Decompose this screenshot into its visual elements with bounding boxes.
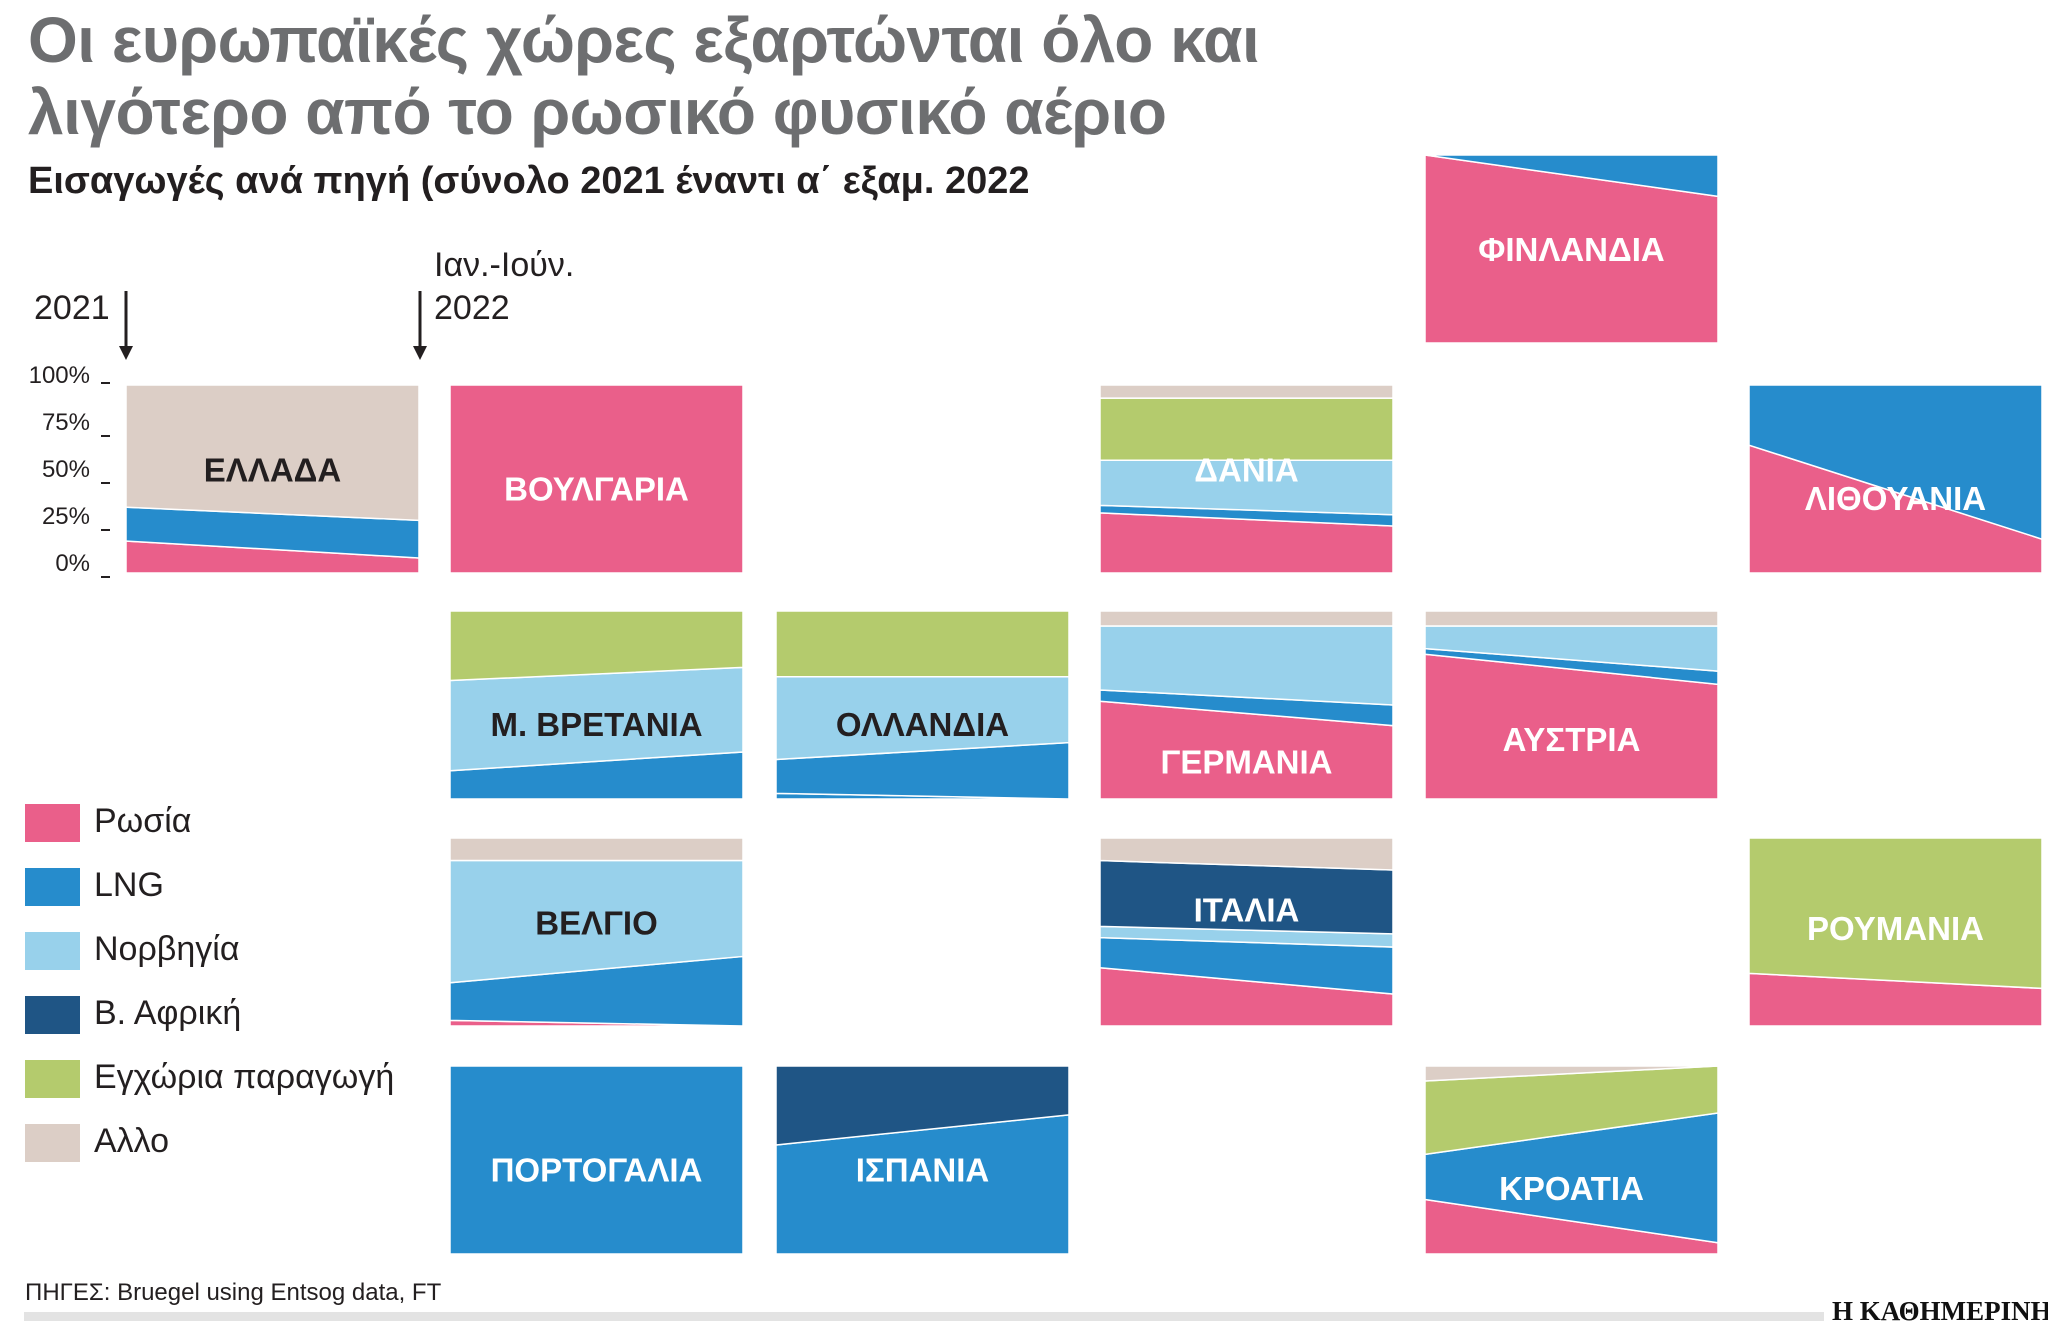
area-band-other xyxy=(1099,837,1394,871)
country-panel: ΦΙΝΛΑΝΔΙΑ xyxy=(1424,154,1719,344)
legend-swatch-russia xyxy=(25,804,80,842)
country-panel: ΛΙΘΟΥΑΝΙΑ xyxy=(1748,384,2043,574)
country-label: ΑΥΣΤΡΙΑ xyxy=(1503,721,1641,758)
area-band-other xyxy=(1424,1065,1719,1082)
country-panel: ΕΛΛΑΔΑ xyxy=(125,384,420,574)
title-line-2: λιγότερο από το ρωσικό φυσικό αέριο xyxy=(28,76,1167,148)
chart-subtitle: Εισαγωγές ανά πηγή (σύνολο 2021 έναντι α… xyxy=(28,160,1030,202)
country-label: ΙΤΑΛΙΑ xyxy=(1194,891,1300,928)
country-label: ΚΡΟΑΤΙΑ xyxy=(1499,1170,1644,1207)
country-panel: ΒΕΛΓΙΟ xyxy=(449,837,744,1027)
country-panel: ΑΥΣΤΡΙΑ xyxy=(1424,610,1719,800)
legend-label-russia: Ρωσία xyxy=(94,802,192,840)
area-band-domestic xyxy=(1748,837,2043,990)
chart-title: Οι ευρωπαϊκές χώρες εξαρτώνται όλο και λ… xyxy=(28,4,1260,148)
area-band-other xyxy=(1099,610,1394,627)
country-label: ΠΟΡΤΟΓΑΛΙΑ xyxy=(491,1151,703,1188)
y-tick-label: 25% xyxy=(41,503,90,530)
y-tick-label: 50% xyxy=(41,456,90,483)
country-panel: ΚΡΟΑΤΙΑ xyxy=(1424,1065,1719,1255)
country-panel: ΙΤΑΛΙΑ xyxy=(1099,837,1394,1027)
area-band-lng xyxy=(449,1065,744,1255)
legend-label-lng: LNG xyxy=(94,866,164,904)
area-band-domestic xyxy=(775,610,1070,678)
period-end-label-line2: 2022 xyxy=(434,289,510,327)
legend-swatch-lng xyxy=(25,868,80,906)
country-label: ΡΟΥΜΑΝΙΑ xyxy=(1807,910,1984,947)
country-label: ΙΣΠΑΝΙΑ xyxy=(856,1151,989,1188)
country-label: ΒΟΥΛΓΑΡΙΑ xyxy=(504,470,689,507)
country-label: ΛΙΘΟΥΑΝΙΑ xyxy=(1805,480,1986,517)
publisher-logo: Η ΚΑΘΗΜΕΡΙΝΗ xyxy=(1832,1296,2048,1326)
area-band-lng xyxy=(1748,384,2043,541)
country-panel: ΒΟΥΛΓΑΡΙΑ xyxy=(449,384,744,574)
legend-label-norway: Νορβηγία xyxy=(94,930,240,968)
country-label: ΔΑΝΙΑ xyxy=(1194,452,1298,489)
country-panel: ΠΟΡΤΟΓΑΛΙΑ xyxy=(449,1065,744,1255)
legend-label-nafrica: Β. Αφρική xyxy=(94,994,242,1032)
country-panel: Μ. ΒΡΕΤΑΝΙΑ xyxy=(449,610,744,800)
y-tick-label: 100% xyxy=(28,362,90,389)
area-band-other xyxy=(1099,384,1394,399)
area-band-other xyxy=(1424,610,1719,627)
legend-swatch-norway xyxy=(25,932,80,970)
country-panel: ΡΟΥΜΑΝΙΑ xyxy=(1748,837,2043,1027)
country-label: ΒΕΛΓΙΟ xyxy=(535,905,658,942)
area-band-other xyxy=(449,837,744,862)
legend-swatch-nafrica xyxy=(25,996,80,1034)
country-label: ΦΙΝΛΑΝΔΙΑ xyxy=(1478,231,1664,268)
country-panel: ΔΑΝΙΑ xyxy=(1099,384,1394,574)
country-panel: ΙΣΠΑΝΙΑ xyxy=(775,1065,1070,1255)
country-label: ΟΛΛΑΝΔΙΑ xyxy=(836,706,1009,743)
y-tick-label: 0% xyxy=(55,550,90,577)
legend-label-other: Αλλο xyxy=(94,1122,170,1160)
area-band-nafrica xyxy=(775,1065,1070,1146)
country-label: Μ. ΒΡΕΤΑΝΙΑ xyxy=(490,706,702,743)
area-band-lng xyxy=(1424,154,1719,198)
country-panel: ΟΛΛΑΝΔΙΑ xyxy=(775,610,1070,800)
country-panel: ΓΕΡΜΑΝΙΑ xyxy=(1099,610,1394,800)
area-band-other xyxy=(125,384,420,522)
country-label: ΓΕΡΜΑΝΙΑ xyxy=(1160,743,1332,780)
legend-swatch-domestic xyxy=(25,1060,80,1098)
arrow-down-icon xyxy=(413,346,427,360)
source-note: ΠΗΓΕΣ: Bruegel using Entsog data, FT xyxy=(25,1279,442,1306)
legend-label-domestic: Εγχώρια παραγωγή xyxy=(94,1058,395,1096)
title-line-1: Οι ευρωπαϊκές χώρες εξαρτώνται όλο και xyxy=(28,4,1260,76)
legend-swatch-other xyxy=(25,1124,80,1162)
footer-divider xyxy=(24,1312,1824,1321)
period-start-label: 2021 xyxy=(34,289,110,327)
area-band-domestic xyxy=(449,610,744,682)
y-tick-label: 75% xyxy=(41,409,90,436)
area-band-russia xyxy=(449,384,744,574)
country-label: ΕΛΛΑΔΑ xyxy=(204,452,341,489)
period-end-label-line1: Ιαν.-Ιούν. xyxy=(434,246,575,284)
arrow-down-icon xyxy=(119,346,133,360)
